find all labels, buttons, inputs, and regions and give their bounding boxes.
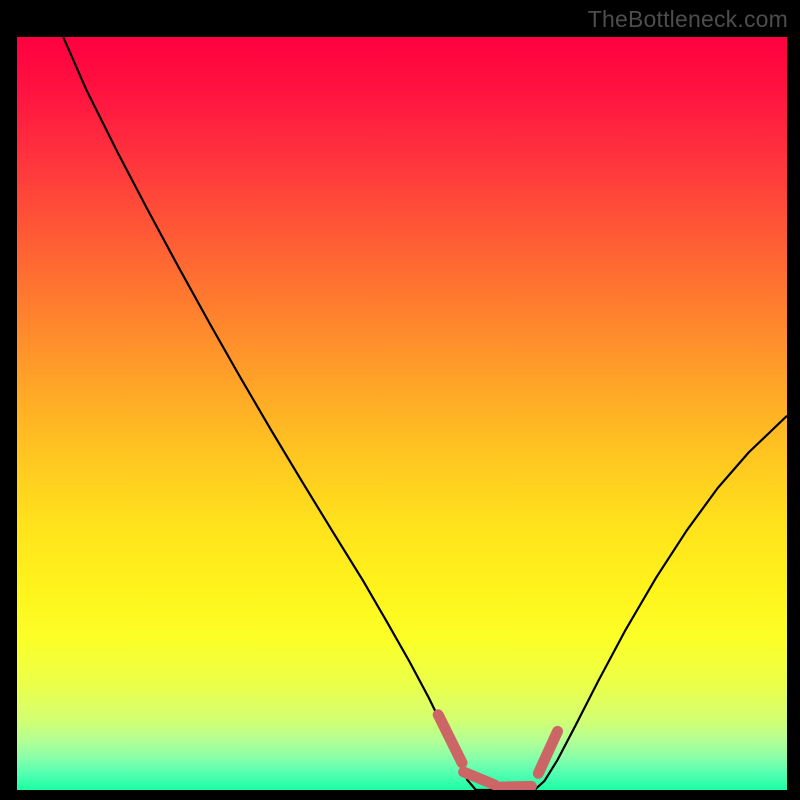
- outer-frame: [17, 37, 787, 790]
- bottom-marks-group: [438, 715, 557, 787]
- bottom-mark-0: [438, 715, 462, 763]
- watermark-text: TheBottleneck.com: [588, 6, 788, 33]
- bottleneck-curve: [63, 37, 787, 790]
- chart-svg: [17, 37, 787, 790]
- bottom-mark-3: [538, 731, 557, 773]
- bottom-mark-1: [464, 772, 495, 785]
- bottom-mark-2: [500, 786, 532, 787]
- plot-area: [17, 37, 787, 790]
